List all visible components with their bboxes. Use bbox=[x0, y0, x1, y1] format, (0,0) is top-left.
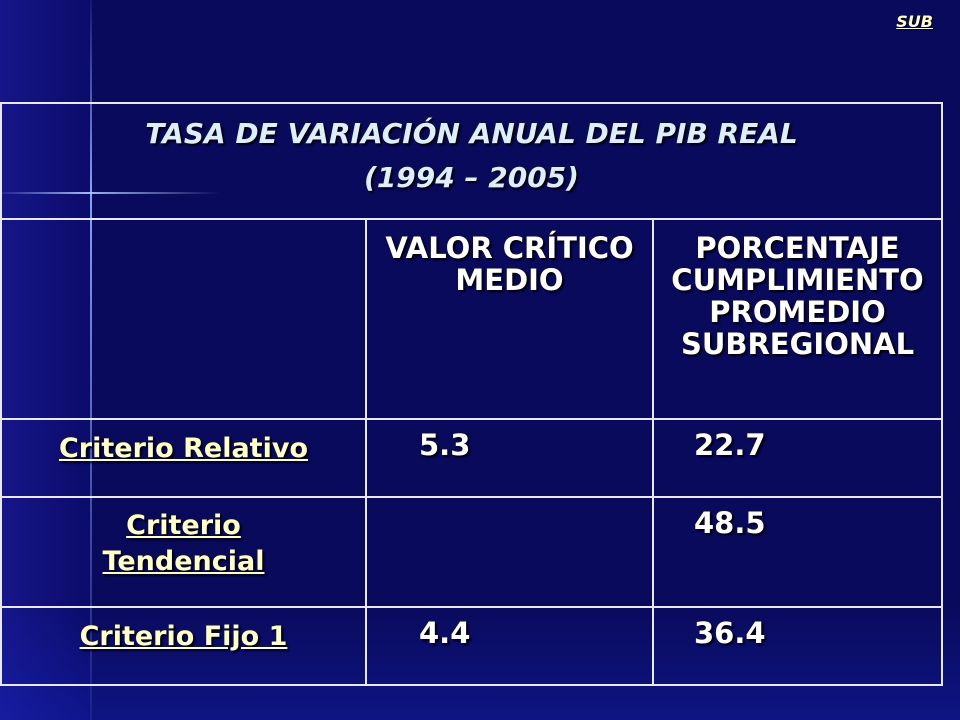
table-row: Criterio Relativo 5.3 22.7 bbox=[0, 418, 943, 498]
row-label-cell: Criterio Fijo 1 bbox=[0, 606, 367, 686]
row-label-cell: Criterio Tendencial bbox=[0, 496, 367, 608]
row-label-cell: Criterio Relativo bbox=[0, 418, 367, 498]
empty-cell bbox=[365, 496, 654, 608]
value-cell: 48.5 bbox=[652, 496, 943, 608]
row-link[interactable]: Criterio Fijo 1 bbox=[79, 621, 288, 652]
title-row: TASA DE VARIACIÓN ANUAL DEL PIB REAL (19… bbox=[0, 102, 943, 220]
row-link[interactable]: Criterio Relativo bbox=[58, 433, 308, 464]
empty-cell bbox=[0, 218, 367, 420]
header-row: VALOR CRÍTICO MEDIO PORCENTAJE CUMPLIMIE… bbox=[0, 218, 943, 420]
header-cell: PORCENTAJE CUMPLIMIENTO PROMEDIO SUBREGI… bbox=[652, 218, 943, 420]
table-title: TASA DE VARIACIÓN ANUAL DEL PIB REAL bbox=[145, 117, 798, 150]
value-cell: 22.7 bbox=[652, 418, 943, 498]
value-cell: 36.4 bbox=[652, 606, 943, 686]
table-row: Criterio Tendencial 48.5 bbox=[0, 496, 943, 608]
row-link[interactable]: Criterio Tendencial bbox=[102, 510, 265, 577]
header-cell: VALOR CRÍTICO MEDIO bbox=[365, 218, 654, 420]
table-row: Criterio Fijo 1 4.4 36.4 bbox=[0, 606, 943, 686]
value-cell: 4.4 bbox=[365, 606, 654, 686]
title-cell: TASA DE VARIACIÓN ANUAL DEL PIB REAL (19… bbox=[0, 102, 943, 220]
data-table: TASA DE VARIACIÓN ANUAL DEL PIB REAL (19… bbox=[0, 102, 943, 686]
sub-link[interactable]: SUB bbox=[896, 12, 933, 31]
value-cell: 5.3 bbox=[365, 418, 654, 498]
table-subtitle: (1994 – 2005) bbox=[364, 161, 579, 194]
